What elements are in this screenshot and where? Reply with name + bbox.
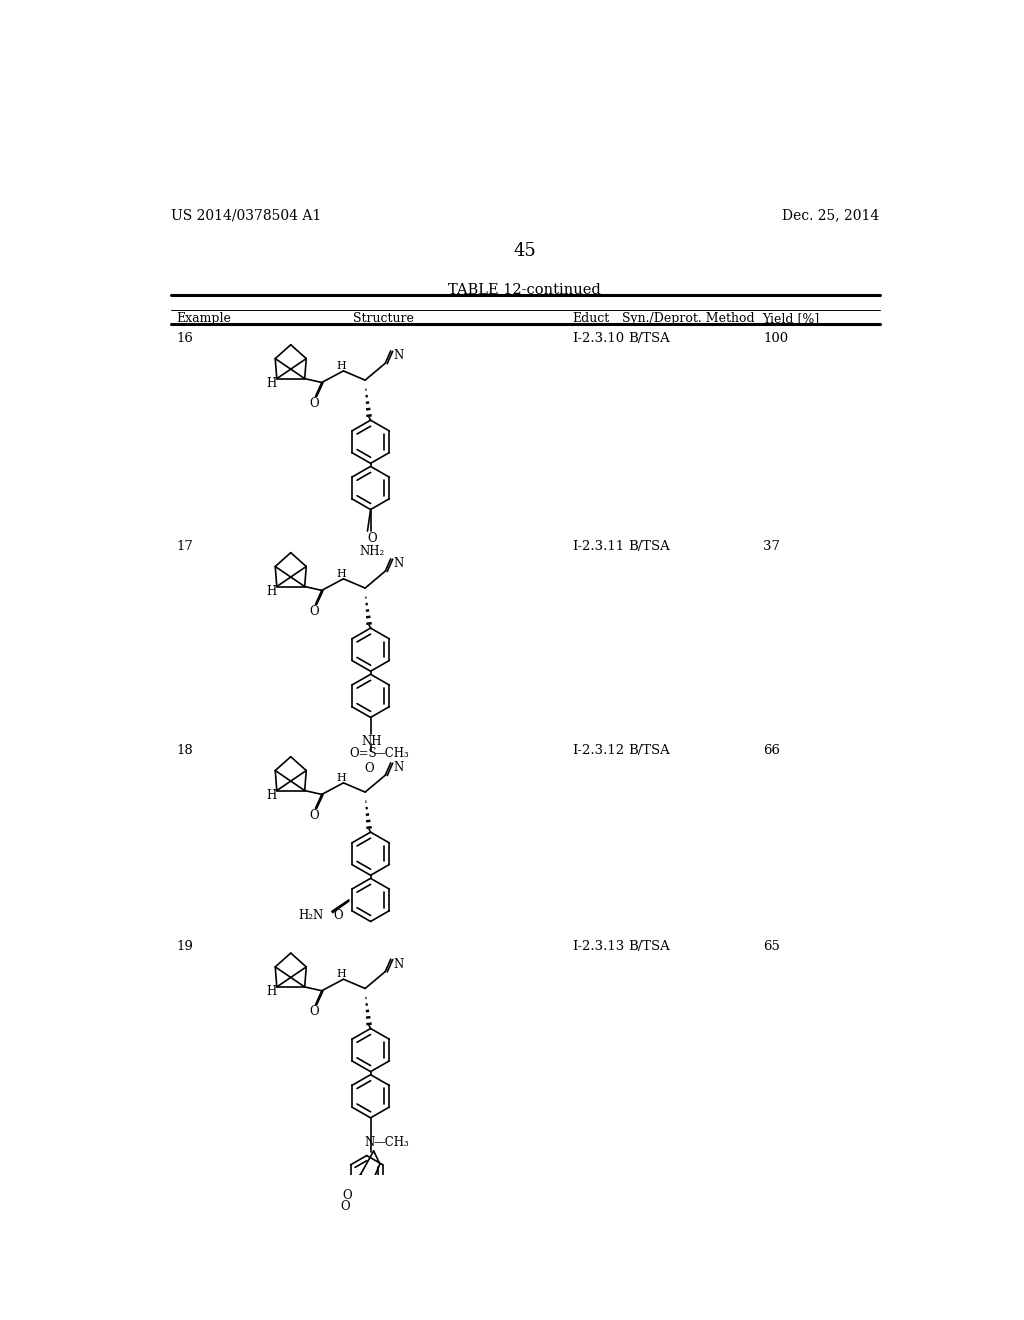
Text: 100: 100 [764, 331, 788, 345]
Text: US 2014/0378504 A1: US 2014/0378504 A1 [171, 209, 321, 223]
Text: NH₂: NH₂ [359, 545, 385, 558]
Text: O: O [334, 909, 343, 923]
Text: 19: 19 [176, 940, 193, 953]
Text: 37: 37 [764, 540, 780, 553]
Text: O: O [309, 809, 318, 822]
Text: B/TSA: B/TSA [628, 940, 670, 953]
Text: O: O [309, 397, 318, 411]
Text: TABLE 12-continued: TABLE 12-continued [449, 284, 601, 297]
Text: Educt: Educt [572, 312, 609, 325]
Text: O: O [365, 762, 374, 775]
Text: Structure: Structure [353, 312, 414, 325]
Text: I-2.3.13: I-2.3.13 [572, 940, 625, 953]
Text: H: H [336, 569, 346, 578]
Text: Dec. 25, 2014: Dec. 25, 2014 [782, 209, 880, 223]
Text: O: O [340, 1200, 349, 1213]
Text: N: N [365, 1137, 375, 1150]
Text: 18: 18 [176, 743, 193, 756]
Text: N: N [393, 958, 403, 970]
Text: Example: Example [176, 312, 231, 325]
Text: N: N [393, 762, 403, 775]
Text: 65: 65 [764, 940, 780, 953]
Text: H: H [266, 585, 276, 598]
Text: H: H [336, 969, 346, 979]
Text: H: H [266, 985, 276, 998]
Text: O: O [309, 605, 318, 618]
Text: Yield [%]: Yield [%] [762, 312, 819, 325]
Text: NH: NH [361, 735, 382, 748]
Text: I-2.3.11: I-2.3.11 [572, 540, 625, 553]
Text: 16: 16 [176, 331, 193, 345]
Text: O=S: O=S [349, 747, 377, 760]
Text: —CH₃: —CH₃ [374, 1137, 410, 1150]
Text: Syn./Deprot. Method: Syn./Deprot. Method [623, 312, 755, 325]
Text: 45: 45 [513, 242, 537, 260]
Text: 17: 17 [176, 540, 193, 553]
Text: H: H [266, 378, 276, 391]
Text: 66: 66 [764, 743, 780, 756]
Text: O: O [343, 1188, 352, 1201]
Text: I-2.3.12: I-2.3.12 [572, 743, 625, 756]
Text: —CH₃: —CH₃ [374, 747, 410, 760]
Text: N: N [393, 350, 403, 363]
Text: O: O [309, 1006, 318, 1019]
Text: B/TSA: B/TSA [628, 743, 670, 756]
Text: H₂N: H₂N [299, 909, 324, 923]
Text: O: O [368, 532, 377, 545]
Text: N: N [393, 557, 403, 570]
Text: H: H [336, 360, 346, 371]
Text: I-2.3.10: I-2.3.10 [572, 331, 625, 345]
Text: H: H [336, 774, 346, 783]
Text: B/TSA: B/TSA [628, 540, 670, 553]
Text: H: H [266, 789, 276, 803]
Text: B/TSA: B/TSA [628, 331, 670, 345]
